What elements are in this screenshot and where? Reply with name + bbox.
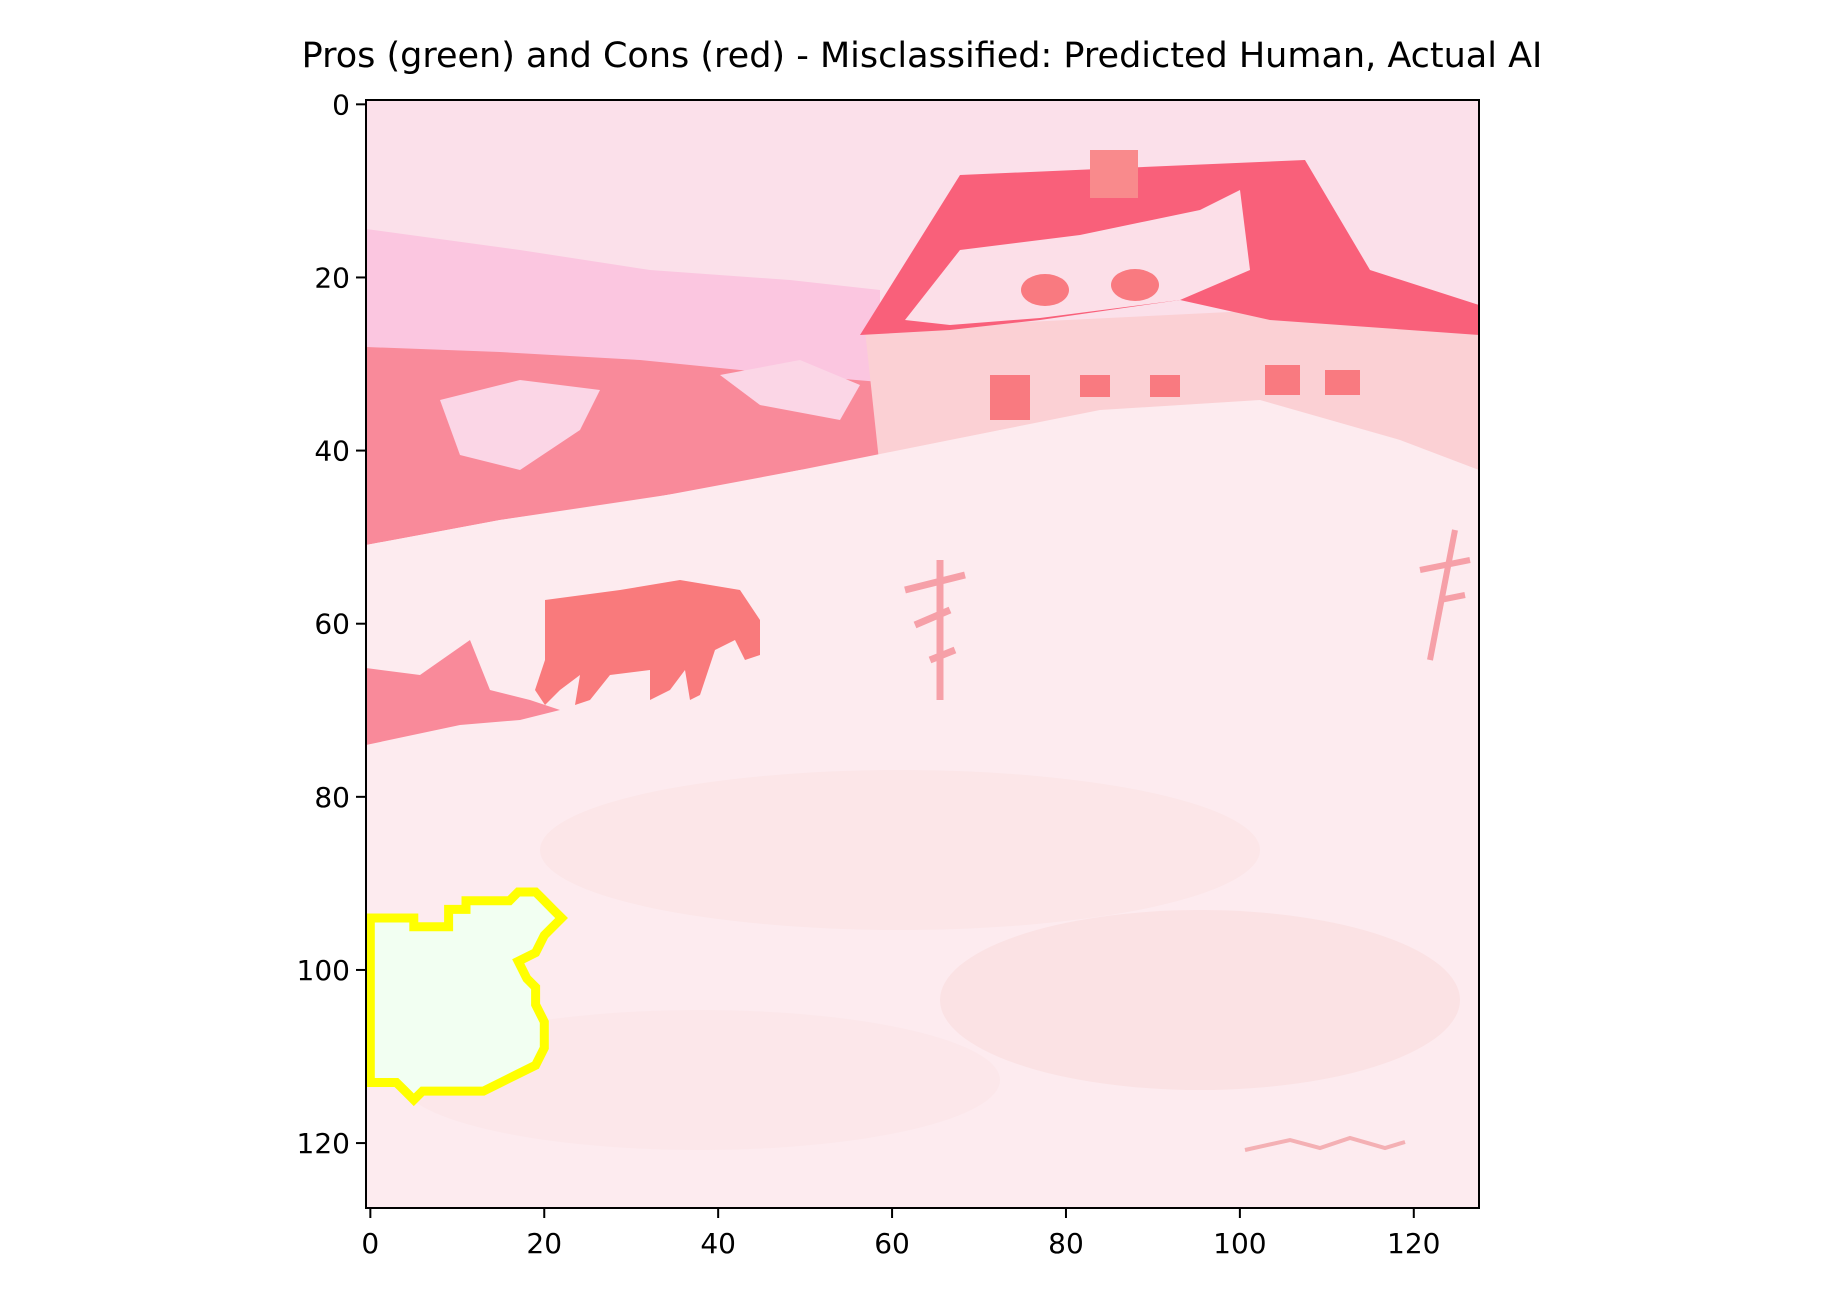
- snow-patch: [440, 380, 600, 470]
- y-tick-label: 0: [332, 88, 350, 121]
- y-tick-label: 120: [297, 1127, 350, 1160]
- x-tick-label: 60: [874, 1227, 910, 1260]
- house-window: [1080, 375, 1110, 397]
- left-shrubs: [366, 640, 560, 745]
- y-tick-label: 60: [314, 608, 350, 641]
- x-tick-label: 120: [1387, 1227, 1440, 1260]
- y-tick-label: 100: [297, 954, 350, 987]
- horse: [535, 580, 760, 705]
- roof-snow: [905, 190, 1250, 325]
- chart-title: Pros (green) and Cons (red) - Misclassif…: [302, 36, 1543, 76]
- x-tick-label: 0: [361, 1227, 379, 1260]
- signature: [1244, 1135, 1406, 1152]
- dormer-window: [1111, 269, 1159, 301]
- dormer-window: [1021, 274, 1069, 306]
- plot-frame: [365, 99, 1480, 1209]
- x-tick-label: 100: [1213, 1227, 1266, 1260]
- house-window: [1265, 365, 1300, 395]
- house-window: [1325, 370, 1360, 395]
- x-axis: 0 20 40 60 80 100 120: [361, 1208, 1441, 1260]
- highlight-region: [366, 887, 568, 1107]
- x-tick-label: 80: [1048, 1227, 1084, 1260]
- y-tick-label: 80: [314, 781, 350, 814]
- snow-texture: [540, 770, 1260, 930]
- tree: [904, 560, 966, 700]
- house-window: [990, 375, 1030, 420]
- house-window: [1150, 375, 1180, 397]
- snow-patch: [720, 360, 860, 420]
- x-tick-label: 40: [700, 1227, 736, 1260]
- snow-texture: [940, 910, 1460, 1090]
- y-tick-label: 40: [314, 435, 350, 468]
- chimney: [1090, 150, 1138, 198]
- y-tick-label: 20: [314, 261, 350, 294]
- heatmap-image: [366, 100, 1479, 1208]
- tree: [1419, 529, 1471, 661]
- x-tick-label: 20: [526, 1227, 562, 1260]
- snow-texture: [400, 1010, 1000, 1150]
- y-axis: 0 20 40 60 80 100 120: [297, 88, 366, 1160]
